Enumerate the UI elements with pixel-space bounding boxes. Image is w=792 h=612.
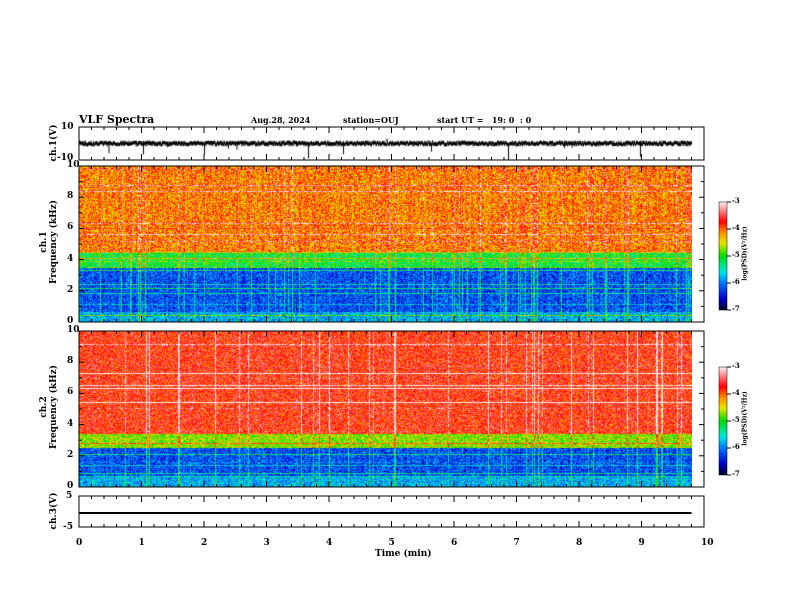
- colorbar-tick: -3: [732, 196, 740, 205]
- ch1-freq-ylabel: ch.1 Frequency (kHz): [39, 200, 59, 285]
- x-tick-label: 7: [513, 538, 520, 548]
- freq-ytick: 8: [67, 356, 74, 367]
- x-tick-label: 4: [326, 538, 333, 548]
- panel-frame: [78, 330, 705, 488]
- freq-ytick: 10: [67, 160, 80, 170]
- freq-ytick: 10: [67, 325, 80, 335]
- start-time-label: start UT = 19: 0 : 0: [437, 115, 532, 125]
- colorbar-ch1-label: log(PSD)(V²/Hz): [741, 226, 749, 281]
- ch1-ytick: 10: [61, 122, 74, 132]
- ch3-ytick: -5: [63, 522, 73, 532]
- ch3-ylabel: ch.3(V): [49, 492, 59, 530]
- ch2-freq-ylabel: ch.2 Frequency (kHz): [39, 365, 59, 450]
- colorbar-tick: -5: [732, 250, 740, 259]
- ch1-spectrogram: [79, 166, 692, 322]
- colorbar-ch1: [719, 202, 727, 310]
- ch3-ytick: 5: [66, 491, 73, 501]
- colorbar-ch2: [719, 367, 727, 475]
- colorbar-tick: -5: [732, 415, 740, 424]
- colorbar-tick: -7: [732, 469, 740, 478]
- x-tick-label: 1: [138, 538, 145, 548]
- freq-ytick: 4: [67, 253, 74, 264]
- x-tick-label: 2: [201, 538, 208, 548]
- x-tick-label: 3: [263, 538, 270, 548]
- x-tick-label: 6: [451, 538, 458, 548]
- freq-ytick: 0: [67, 481, 74, 491]
- freq-ytick: 6: [67, 387, 74, 398]
- x-tick-label: 8: [576, 538, 583, 548]
- panel-frame: [78, 165, 705, 323]
- figure-title: VLF Spectra: [79, 113, 155, 126]
- colorbar-tick: -6: [732, 442, 740, 451]
- freq-ytick: 4: [67, 418, 74, 429]
- colorbar-tick: -6: [732, 277, 740, 286]
- ch2-spectrogram: [79, 331, 692, 487]
- ch1-ylabel: ch.1(V): [49, 124, 59, 162]
- x-tick-label: 9: [638, 538, 645, 548]
- colorbar-tick: -7: [732, 304, 740, 313]
- colorbar-tick: -4: [732, 388, 740, 397]
- colorbar-tick: -4: [732, 223, 740, 232]
- x-axis-label: Time (min): [375, 549, 432, 559]
- freq-ytick: 8: [67, 191, 74, 202]
- freq-ytick: 6: [67, 222, 74, 233]
- x-tick-label: 10: [701, 538, 714, 548]
- station-label: station=OUJ: [343, 115, 399, 125]
- freq-ytick: 2: [67, 284, 74, 295]
- x-tick-label: 0: [76, 538, 83, 548]
- colorbar-ch2-label: log(PSD)(V²/Hz): [741, 391, 749, 446]
- ch1-ytick: -10: [57, 153, 74, 163]
- colorbar-tick: -3: [732, 361, 740, 370]
- date-label: Aug.28, 2024: [251, 115, 311, 125]
- freq-ytick: 0: [67, 316, 74, 326]
- freq-ytick: 2: [67, 449, 74, 460]
- x-tick-label: 5: [388, 538, 395, 548]
